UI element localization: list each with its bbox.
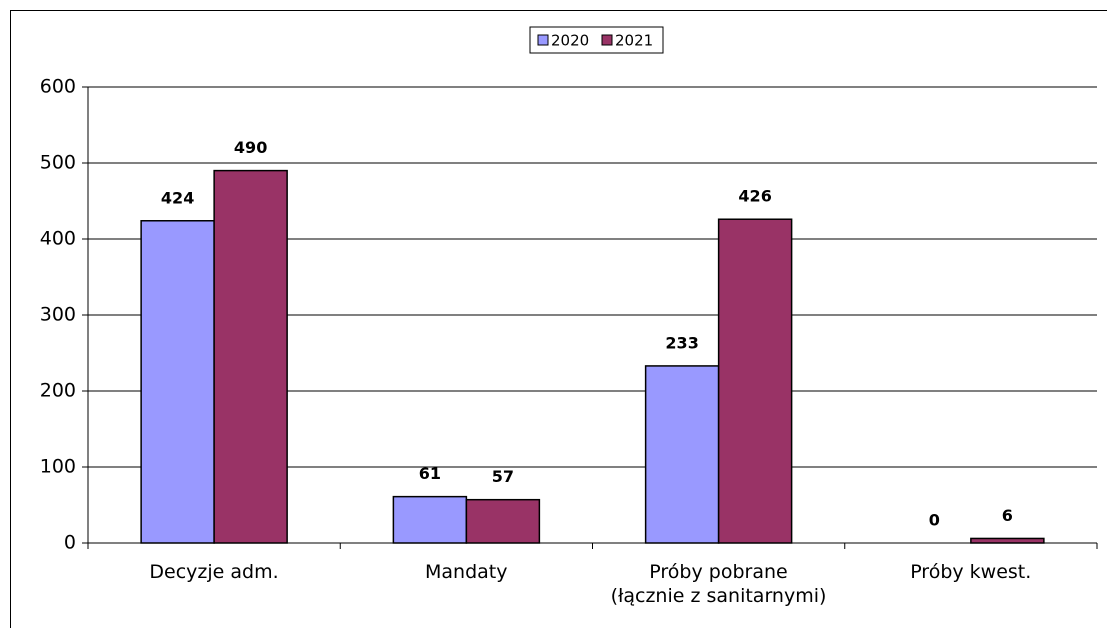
x-tick-label: Decyzje adm.	[149, 561, 279, 583]
y-tick-label: 600	[40, 76, 76, 98]
x-tick-label: Próby pobrane (łącznie z sanitarnymi)	[610, 561, 827, 607]
legend-label: 2021	[615, 32, 653, 50]
bar	[140, 220, 215, 544]
y-tick-label: 100	[40, 456, 76, 478]
data-label: 57	[492, 467, 514, 486]
y-tick-label: 300	[40, 304, 76, 326]
y-tick-label: 400	[40, 228, 76, 250]
legend-label: 2020	[551, 32, 589, 50]
data-label: 490	[234, 138, 267, 157]
data-label: 426	[738, 187, 771, 206]
bar	[213, 169, 288, 544]
bar	[644, 365, 720, 544]
y-tick-label: 200	[40, 380, 76, 402]
x-tick-label: Próby kwest.	[910, 561, 1032, 583]
data-label: 61	[419, 464, 441, 483]
data-label: 233	[665, 333, 698, 352]
legend-swatch	[537, 34, 549, 46]
bar	[392, 495, 468, 544]
legend-swatch	[601, 34, 613, 46]
bar	[717, 218, 793, 544]
data-label: 0	[929, 511, 940, 530]
bar	[970, 537, 1045, 544]
y-tick-label: 500	[40, 152, 76, 174]
bar	[465, 498, 541, 544]
data-label: 6	[1002, 506, 1013, 525]
x-tick-label: Mandaty	[425, 561, 508, 583]
data-label: 424	[161, 188, 194, 207]
y-tick-label: 0	[64, 532, 76, 554]
frame	[10, 10, 1107, 628]
legend-box	[529, 26, 664, 54]
